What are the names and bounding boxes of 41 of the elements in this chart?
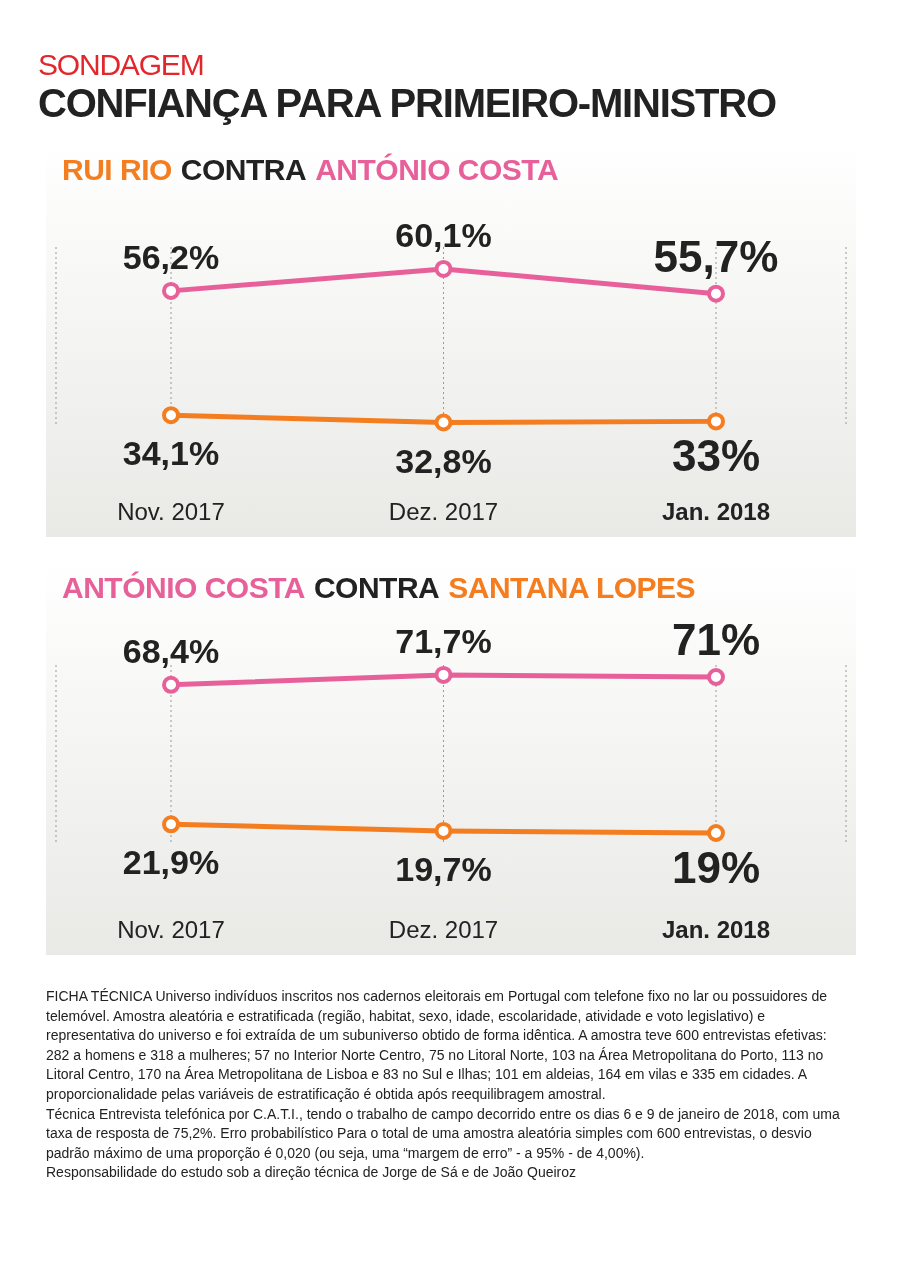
text: SONDAGEM: [38, 48, 205, 81]
point: [707, 824, 725, 842]
point: [162, 281, 180, 300]
data-label: 60,1%: [395, 215, 492, 254]
data-label: 32,8%: [395, 441, 492, 480]
data-label: 19,7%: [395, 849, 492, 888]
point: [162, 815, 180, 834]
chart-title: CONTRA: [180, 153, 307, 186]
data-label: 34,1%: [122, 434, 220, 473]
point: [162, 675, 180, 694]
point: [434, 665, 453, 684]
text: CONFIANÇA PARA PRIMEIRO-MINISTRO: [38, 81, 777, 125]
data-label: 19%: [671, 843, 761, 892]
point: [434, 413, 453, 432]
data-label: 68,4%: [122, 631, 220, 670]
point: [434, 259, 453, 278]
text: SANTANA LOPES: [448, 571, 696, 604]
chart-title: CONTRA: [313, 571, 440, 604]
x-tick-label: Dez. 2017: [388, 916, 499, 943]
point: [707, 668, 725, 686]
data-label: 21,9%: [122, 843, 220, 882]
x-tick-label: Dez. 2017: [388, 498, 499, 525]
text: Técnica Entrevista telefónica por C.A.T.I., tendo o trabalho de campo decorrido entre os dias 6 e 9 de janeiro de 2018, com uma taxa de resposta de 75,2%. Erro probabilístico Para o total de uma amostra aleatória simples com 600 entrevistas, o desvio padrão máximo de uma proporção é 0,020 (ou seja, uma “margem de erro” - a 95% - de 4,00%).: [46, 1104, 841, 1163]
text: ANTÓNIO COSTA: [315, 153, 559, 186]
data-label: 71,7%: [395, 621, 492, 660]
text: Responsabilidade do estudo sob a direção técnica de Jorge de Sá e de João Queiroz: [46, 1163, 578, 1183]
data-label: 71%: [671, 615, 761, 664]
x-tick-label: Nov. 2017: [117, 916, 225, 943]
data-label: 56,2%: [122, 237, 220, 276]
text: RUI RIO: [62, 153, 172, 186]
data-label: 33%: [671, 431, 761, 481]
x-tick-label: Nov. 2017: [117, 498, 225, 525]
point: [162, 406, 180, 425]
x-tick-label: Jan. 2018: [661, 916, 771, 943]
point: [707, 284, 725, 303]
point: [707, 412, 725, 431]
point: [434, 821, 453, 840]
x-tick-label: Jan. 2018: [661, 498, 771, 525]
text: ANTÓNIO COSTA: [62, 571, 305, 604]
data-label: 55,7%: [653, 231, 779, 281]
text: FICHA TÉCNICA Universo indivíduos inscritos nos cadernos eleitorais em Portugal com telefone fixo no lar ou possuidores de telemóvel. Amostra aleatória e estratificada (região, habitat, sexo, idade, escolaridade, atividade e voto legislativo) e representativa do universo e foi extraída de um subuniverso obtido de forma idêntica. A amostra teve 600 entrevistas efetivas: 282 a homens e 318 a mulheres; 57 no Interior Norte Centro, 75 no Litoral Norte, 103 na Área Metropolitana do Porto, 113 no Litoral Centro, 170 na Área Metropolitana de Lisboa e 83 no Sul e Ilhas; 101 em aldeias, 164 em vilas e 335 em cidades. A proporcionalidade pelas variáveis de estratificação é obtida após reequilibragem amostral.: [46, 987, 828, 1104]
